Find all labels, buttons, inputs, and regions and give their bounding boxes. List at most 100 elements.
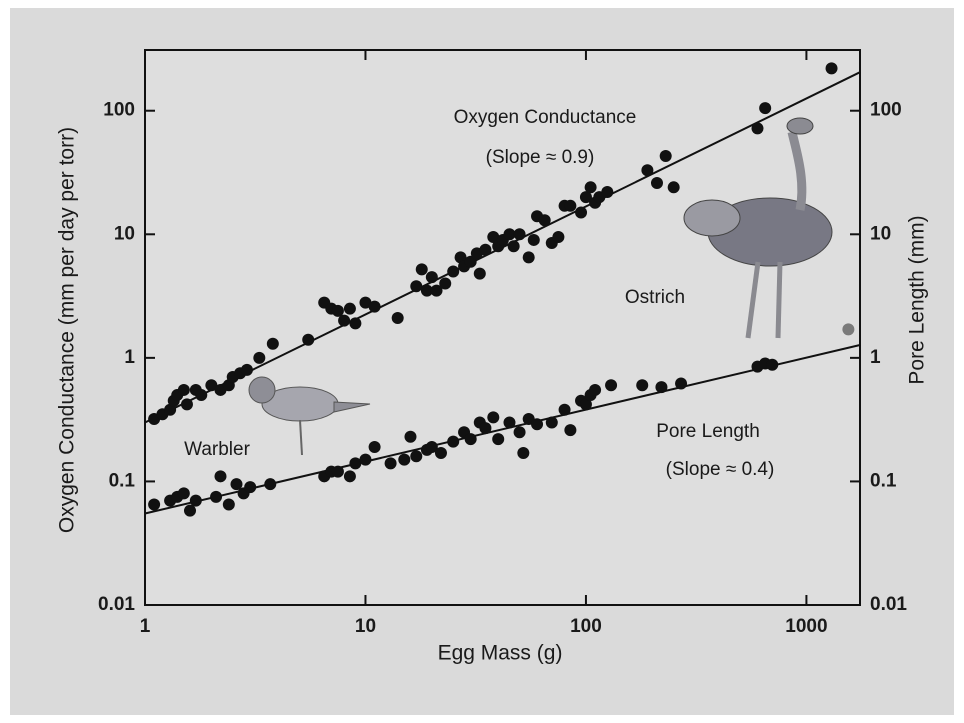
warbler-illustration [248, 376, 371, 456]
data-point [766, 358, 779, 371]
data-point [659, 150, 672, 163]
data-point [636, 379, 649, 392]
y-tick-label: 100 [103, 100, 135, 121]
data-point [641, 164, 654, 177]
data-point [564, 424, 577, 437]
data-point [302, 333, 315, 346]
data-point [473, 267, 486, 280]
y-tick-label: 10 [114, 223, 135, 244]
data-point [195, 389, 208, 402]
y2-tick-label: 0.1 [870, 470, 897, 491]
x-tick-label: 1 [140, 616, 151, 637]
data-point [384, 457, 397, 470]
data-point [513, 228, 526, 241]
data-point [464, 255, 477, 268]
y-tick-label: 1 [124, 347, 135, 368]
data-point [420, 284, 433, 297]
data-point [343, 302, 356, 315]
y2-tick-label: 0.01 [870, 594, 907, 615]
data-point [759, 102, 772, 115]
data-point [513, 426, 526, 439]
data-point [177, 487, 190, 500]
data-point [558, 403, 571, 416]
data-point [349, 457, 362, 470]
data-point [605, 379, 618, 392]
data-point [415, 263, 428, 276]
data-point [507, 240, 520, 253]
data-point [184, 504, 197, 517]
data-point [531, 418, 544, 431]
data-point [492, 433, 505, 446]
data-point [503, 228, 516, 241]
data-point [447, 265, 460, 278]
annotation: Ostrich [625, 287, 685, 308]
data-point [675, 377, 688, 390]
data-point [842, 323, 855, 336]
data-point [240, 363, 253, 376]
data-point [487, 411, 500, 424]
data-point [359, 453, 372, 466]
data-point [331, 465, 344, 478]
data-point [398, 453, 411, 466]
y-axis-label: Oxygen Conductance (mm per day per torr) [56, 127, 79, 533]
data-point [601, 185, 614, 198]
data-point [479, 243, 492, 256]
annotation: Warbler [184, 439, 250, 460]
data-point [210, 490, 223, 503]
data-point [650, 177, 663, 190]
data-point [264, 478, 277, 491]
data-point [214, 470, 227, 483]
data-point [164, 403, 177, 416]
data-point [564, 199, 577, 212]
y2-tick-label: 10 [870, 223, 891, 244]
data-point [404, 430, 417, 443]
data-point [439, 277, 452, 290]
data-point [222, 498, 235, 511]
x-axis-label: Egg Mass (g) [438, 642, 563, 665]
data-point [527, 233, 540, 246]
data-point [430, 284, 443, 297]
data-point [425, 440, 438, 453]
data-point [503, 416, 516, 429]
plot-frame [144, 49, 861, 606]
data-point [522, 251, 535, 264]
y2-tick-label: 1 [870, 347, 881, 368]
data-point [244, 481, 257, 494]
data-point [331, 304, 344, 317]
data-point [552, 231, 565, 244]
x-tick-label: 10 [355, 616, 376, 637]
ostrich-illustration [683, 117, 833, 339]
data-point [575, 206, 588, 219]
data-point [391, 312, 404, 325]
data-point [667, 181, 680, 194]
data-point [434, 446, 447, 459]
y2-tick-label: 100 [870, 100, 902, 121]
data-point [266, 337, 279, 350]
data-point [584, 181, 597, 194]
data-point [751, 122, 764, 135]
y-tick-label: 0.01 [98, 594, 135, 615]
data-point [589, 383, 602, 396]
data-point [447, 435, 460, 448]
annotation: (Slope ≈ 0.4) [666, 459, 775, 480]
data-point [425, 271, 438, 284]
data-point [479, 422, 492, 435]
series-label: Oxygen Conductance [454, 107, 637, 128]
data-point [205, 379, 218, 392]
data-point [538, 214, 551, 227]
series-label: Pore Length [656, 421, 760, 442]
annotation: (Slope ≈ 0.9) [486, 147, 595, 168]
data-point [487, 231, 500, 244]
data-point [189, 494, 202, 507]
data-point [368, 300, 381, 313]
data-point [410, 450, 423, 463]
data-point [464, 433, 477, 446]
data-point [359, 296, 372, 309]
data-point [148, 498, 161, 511]
data-point [253, 351, 266, 364]
data-point [230, 478, 243, 491]
data-point [579, 398, 592, 411]
data-point [349, 317, 362, 330]
data-point [545, 416, 558, 429]
